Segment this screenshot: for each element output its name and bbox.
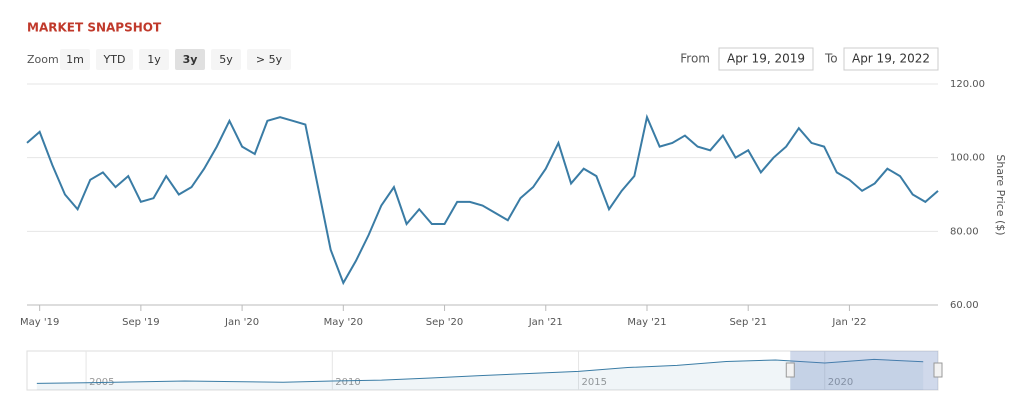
y-tick-label: 100.00 — [950, 153, 985, 164]
zoom-button[interactable] — [175, 49, 205, 70]
navigator-tick-label: 2015 — [582, 377, 607, 388]
to-input[interactable] — [843, 47, 939, 71]
x-tick-label: May '20 — [324, 317, 363, 328]
x-tick-label: Sep '19 — [122, 317, 160, 328]
navigator-handle[interactable] — [785, 362, 795, 378]
x-tick-label: May '19 — [20, 317, 59, 328]
zoom-label: Zoom — [27, 53, 59, 66]
chart-title: MARKET SNAPSHOT — [27, 21, 162, 35]
x-tick-label: Sep '20 — [426, 317, 464, 328]
to-label: To — [824, 52, 838, 66]
x-tick-label: Jan '20 — [224, 317, 259, 328]
y-tick-label: 120.00 — [950, 79, 985, 90]
x-tick-label: Sep '21 — [729, 317, 767, 328]
y-tick-label: 80.00 — [950, 226, 979, 237]
navigator-tick-label: 2020 — [828, 377, 853, 388]
x-tick-label: Jan '21 — [528, 317, 563, 328]
y-axis-label: Share Price ($) — [994, 154, 1007, 235]
y-tick-label: 60.00 — [950, 300, 979, 311]
zoom-button-label[interactable]: 3y — [183, 53, 198, 66]
zoom-button-label[interactable]: 1y — [147, 53, 161, 66]
from-input[interactable] — [718, 47, 814, 71]
zoom-button[interactable] — [211, 49, 241, 70]
price-line — [26, 113, 939, 286]
zoom-button-label[interactable]: YTD — [103, 53, 126, 66]
x-tick-label: May '21 — [627, 317, 666, 328]
from-label: From — [680, 52, 710, 66]
from-date[interactable]: Apr 19, 2019 — [727, 52, 805, 66]
zoom-button-label[interactable]: 1m — [66, 53, 84, 66]
zoom-button-label[interactable]: > 5y — [256, 53, 283, 66]
navigator-line — [36, 358, 924, 384]
zoom-button[interactable] — [139, 49, 169, 70]
navigator-tick-label: 2010 — [335, 377, 360, 388]
x-tick-label: Jan '22 — [831, 317, 866, 328]
navigator-selection[interactable] — [790, 351, 938, 390]
to-date[interactable]: Apr 19, 2022 — [852, 52, 930, 66]
navigator-handle[interactable] — [933, 362, 943, 378]
zoom-button[interactable] — [247, 49, 291, 70]
zoom-button-label[interactable]: 5y — [219, 53, 233, 66]
zoom-button[interactable] — [96, 49, 133, 70]
zoom-button[interactable] — [60, 49, 90, 70]
